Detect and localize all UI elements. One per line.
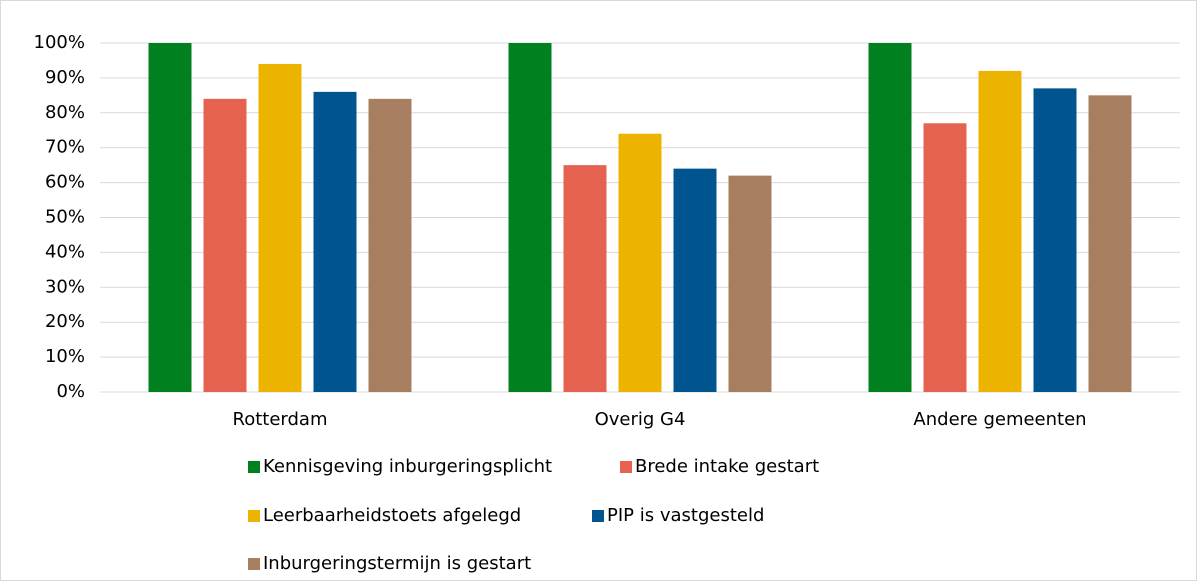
legend-label: Leerbaarheidstoets afgelegd	[263, 505, 521, 526]
y-tick-label: 50%	[45, 207, 85, 228]
x-tick-label: Andere gemeenten	[913, 409, 1086, 430]
legend-swatch	[248, 558, 260, 570]
bar	[868, 43, 912, 392]
y-tick-label: 80%	[45, 102, 85, 123]
bar	[258, 63, 302, 392]
y-tick-label: 60%	[45, 172, 85, 193]
y-tick-label: 0%	[56, 381, 85, 402]
y-tick-label: 70%	[45, 137, 85, 158]
legend-swatch	[592, 510, 604, 522]
bar	[563, 165, 607, 392]
legend-swatch	[620, 461, 632, 473]
bar	[618, 133, 662, 393]
legend-label: PIP is vastgesteld	[607, 505, 764, 526]
bar	[978, 70, 1022, 393]
x-tick-label: Overig G4	[595, 409, 686, 430]
legend-label: Kennisgeving inburgeringsplicht	[263, 456, 552, 477]
x-tick-label: Rotterdam	[233, 409, 328, 430]
y-tick-label: 40%	[45, 241, 85, 262]
bar	[148, 43, 192, 392]
y-tick-label: 10%	[45, 346, 85, 367]
legend-label: Brede intake gestart	[635, 456, 819, 477]
bar	[1088, 95, 1132, 392]
bar	[673, 168, 717, 392]
y-tick-label: 100%	[34, 32, 85, 53]
y-tick-label: 20%	[45, 311, 85, 332]
bar	[1033, 88, 1077, 393]
legend-label: Inburgeringstermijn is gestart	[263, 553, 531, 574]
bar	[728, 175, 772, 392]
y-tick-label: 90%	[45, 67, 85, 88]
y-tick-label: 30%	[45, 276, 85, 297]
bar	[923, 123, 967, 393]
bar	[203, 98, 247, 392]
bar	[508, 43, 552, 392]
bar	[313, 91, 357, 393]
bar	[368, 98, 412, 392]
legend-swatch	[248, 510, 260, 522]
legend-swatch	[248, 461, 260, 473]
